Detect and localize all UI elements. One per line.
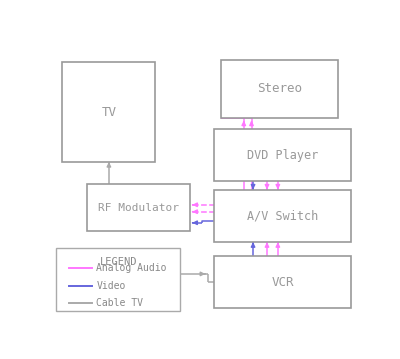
FancyBboxPatch shape bbox=[214, 190, 351, 242]
Text: Analog Audio: Analog Audio bbox=[96, 264, 167, 273]
FancyBboxPatch shape bbox=[214, 256, 351, 308]
FancyBboxPatch shape bbox=[214, 129, 351, 181]
Text: A/V Switch: A/V Switch bbox=[247, 209, 318, 222]
Text: Video: Video bbox=[96, 280, 126, 290]
Text: LEGEND: LEGEND bbox=[100, 257, 137, 267]
Text: DVD Player: DVD Player bbox=[247, 149, 318, 162]
FancyBboxPatch shape bbox=[62, 62, 155, 162]
FancyBboxPatch shape bbox=[56, 248, 180, 311]
Text: TV: TV bbox=[102, 106, 116, 119]
FancyBboxPatch shape bbox=[87, 184, 190, 231]
Text: Stereo: Stereo bbox=[257, 82, 302, 95]
FancyBboxPatch shape bbox=[220, 60, 338, 118]
Text: RF Modulator: RF Modulator bbox=[98, 202, 179, 213]
Text: Cable TV: Cable TV bbox=[96, 298, 144, 308]
Text: VCR: VCR bbox=[271, 276, 294, 289]
